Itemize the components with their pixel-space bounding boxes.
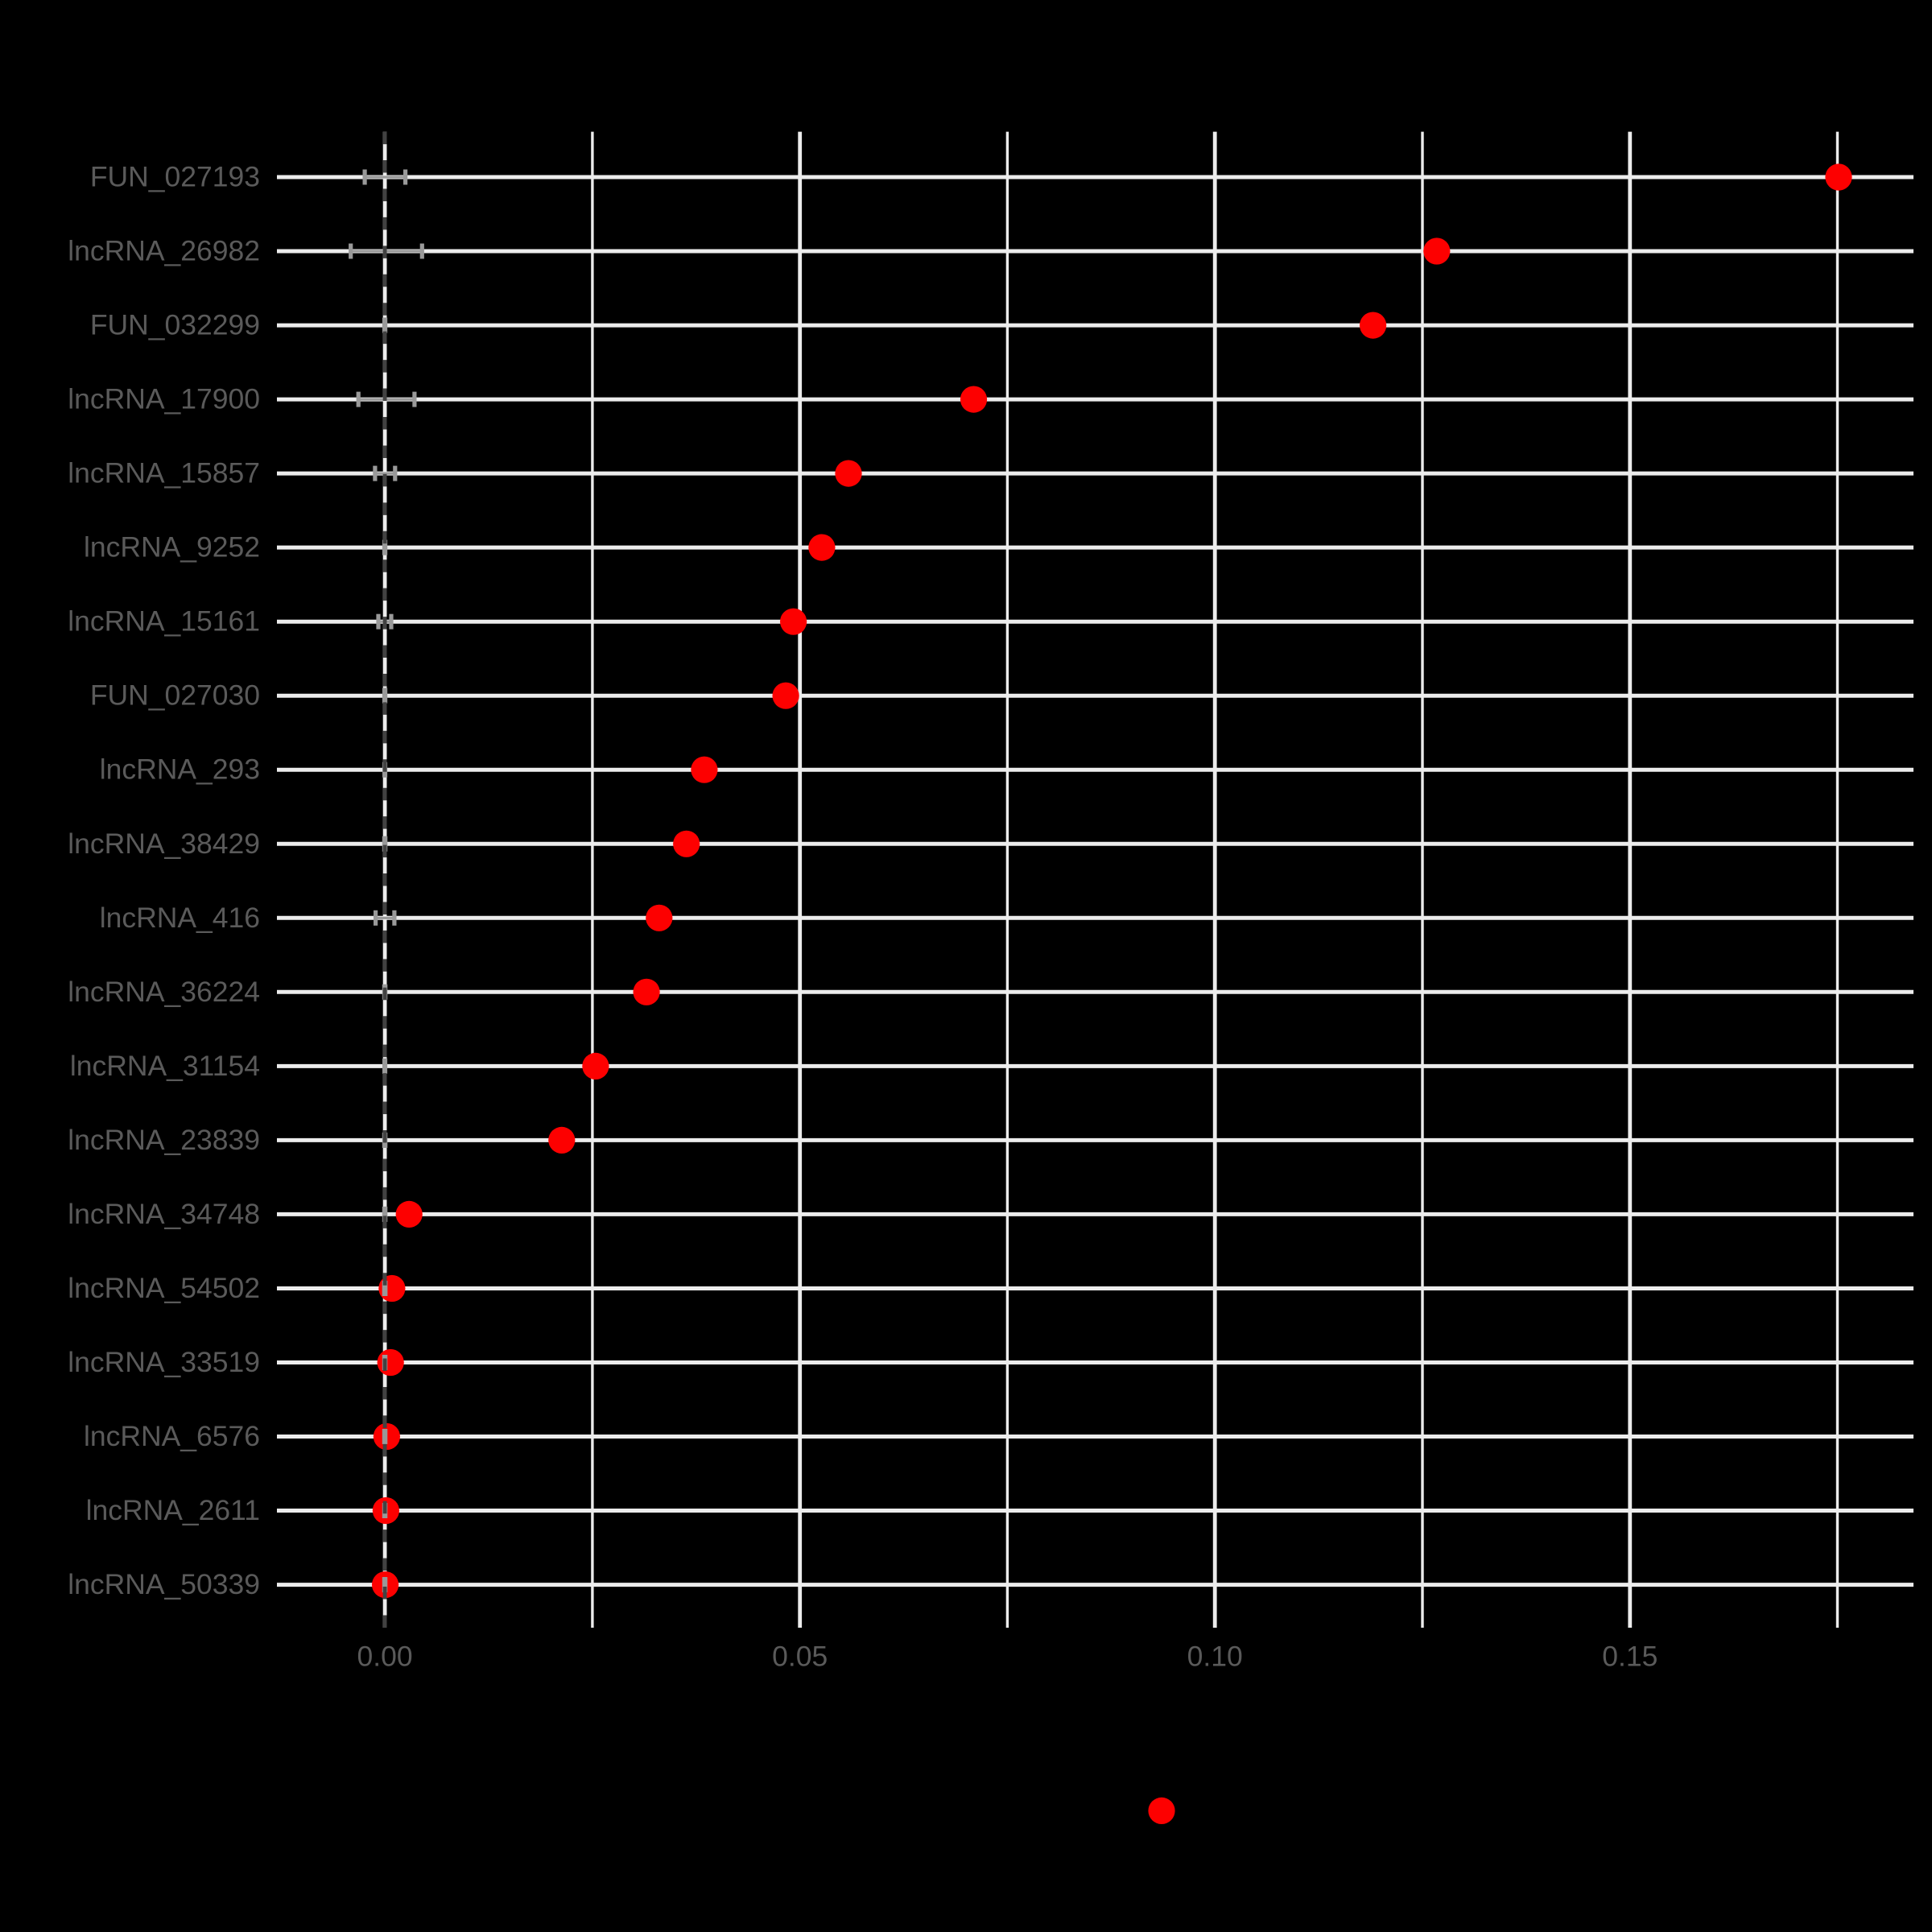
svg-text:FUN_027030: FUN_027030 xyxy=(90,679,260,712)
svg-text:lncRNA_15857: lncRNA_15857 xyxy=(68,457,260,489)
svg-text:lncRNA_15161: lncRNA_15161 xyxy=(68,605,260,638)
svg-text:lncRNA_38429: lncRNA_38429 xyxy=(68,828,260,860)
svg-text:lncRNA_6576: lncRNA_6576 xyxy=(84,1420,260,1452)
svg-text:lncRNA_33519: lncRNA_33519 xyxy=(68,1346,260,1378)
svg-text:lncRNA_26982: lncRNA_26982 xyxy=(68,235,260,267)
svg-text:0.15: 0.15 xyxy=(1602,1641,1657,1673)
svg-text:lncRNA_36224: lncRNA_36224 xyxy=(68,976,260,1008)
svg-text:lncRNA_50339: lncRNA_50339 xyxy=(68,1568,260,1600)
svg-text:lncRNA_293: lncRNA_293 xyxy=(100,753,260,786)
svg-text:0.00: 0.00 xyxy=(357,1641,413,1673)
svg-text:lncRNA_9252: lncRNA_9252 xyxy=(84,531,260,564)
svg-text:lncRNA_2611: lncRNA_2611 xyxy=(86,1494,260,1526)
svg-text:lncRNA_416: lncRNA_416 xyxy=(100,902,260,934)
svg-text:lncRNA_54502: lncRNA_54502 xyxy=(68,1272,260,1304)
svg-text:lncRNA_31154: lncRNA_31154 xyxy=(70,1050,260,1082)
svg-text:FUN_032299: FUN_032299 xyxy=(90,309,260,341)
svg-text:FUN_027193: FUN_027193 xyxy=(90,161,260,193)
svg-text:0.05: 0.05 xyxy=(772,1641,828,1673)
svg-text:lncRNA_17900: lncRNA_17900 xyxy=(68,383,260,415)
svg-text:lncRNA_34748: lncRNA_34748 xyxy=(68,1198,260,1230)
svg-text:lncRNA_23839: lncRNA_23839 xyxy=(68,1124,260,1156)
svg-text:0.10: 0.10 xyxy=(1187,1641,1243,1673)
